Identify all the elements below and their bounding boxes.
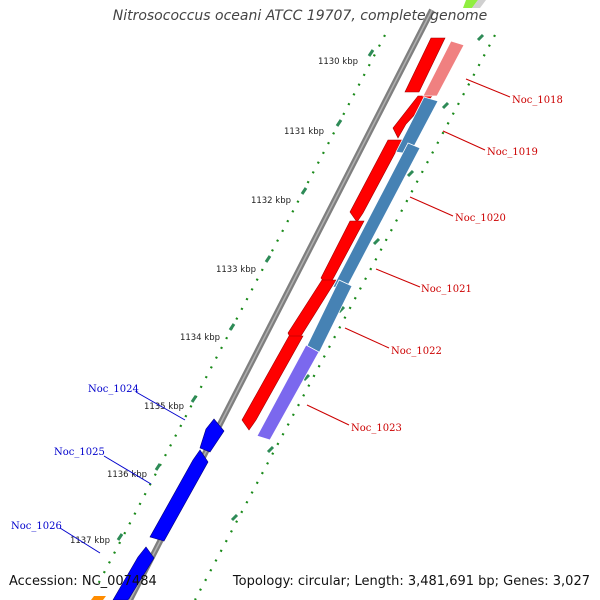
gene-label-Noc_1024[interactable]: Noc_1024 [88,384,139,395]
leader-line [135,391,186,421]
cog-block-Noc_1018 [422,40,465,97]
tick-marks [116,49,375,541]
scale-tick-label: 1135 kbp [144,402,184,412]
gene-arrow-Noc_1023[interactable] [241,335,304,431]
leader-line [442,130,486,151]
cog-track [256,40,465,441]
gene-label-Noc_1018[interactable]: Noc_1018 [512,95,563,106]
gene-arrow-Noc_1026[interactable] [112,546,155,600]
scale-tick-label: 1130 kbp [318,57,358,67]
leader-line [103,455,152,485]
inner-tick-marks [230,33,485,522]
scale-tick-label: 1134 kbp [180,333,220,343]
accession-label: Accession: NC_007484 [9,574,157,589]
scale-tick-label: 1132 kbp [251,196,291,206]
gray-gene-fragment [472,0,486,8]
scale-tick-label: 1133 kbp [216,265,256,275]
gene-label-Noc_1022[interactable]: Noc_1022 [391,346,442,357]
gene-label-Noc_1019[interactable]: Noc_1019 [487,147,538,158]
cog-block-Noc_1022 [256,344,320,441]
scale-tick-label: 1136 kbp [107,470,147,480]
leader-line [59,527,101,554]
scale-tick-label: 1137 kbp [70,536,110,546]
green-gene-fragment [463,0,478,8]
leader-line [375,268,421,288]
gene-arrow-Noc_1025[interactable] [149,449,209,542]
gene-label-Noc_1023[interactable]: Noc_1023 [351,423,402,434]
gene-label-Noc_1021[interactable]: Noc_1021 [421,284,472,295]
gene-label-Noc_1025[interactable]: Noc_1025 [54,447,105,458]
gene-label-Noc_1026[interactable]: Noc_1026 [11,521,62,532]
leader-line [306,404,350,426]
leader-line [465,78,511,98]
leader-line [344,327,390,349]
orange-gene-fragment [91,596,106,600]
scale-tick-label: 1131 kbp [284,127,324,137]
cog-block-Noc_1021 [303,279,353,356]
gene-label-Noc_1020[interactable]: Noc_1020 [455,213,506,224]
scale-dotted-line [94,34,386,591]
genome-summary: Topology: circular; Length: 3,481,691 bp… [232,574,590,589]
gene-arrow-Noc_1020[interactable] [349,139,403,223]
reverse-strand-genes [112,418,225,600]
gc-dotted-line [194,34,496,600]
gene-arrow-Noc_1018[interactable] [404,37,446,93]
leader-line [409,196,454,217]
gene-arrow-Noc_1024[interactable] [199,418,225,453]
forward-strand-genes [241,37,446,431]
genome-title: Nitrosococcus oceani ATCC 19707, complet… [112,8,488,24]
